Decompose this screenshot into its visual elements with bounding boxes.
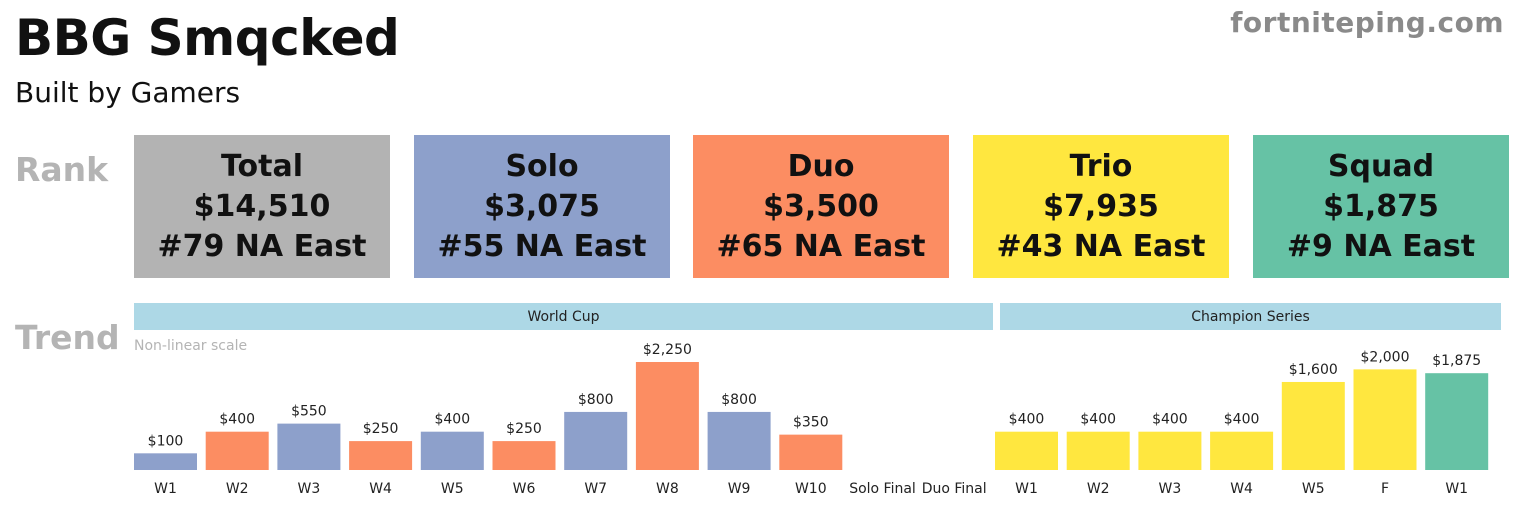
card-solo: Solo $3,075 #55 NA East: [414, 135, 670, 278]
bar: [277, 423, 341, 470]
bar-value-label: $800: [578, 392, 614, 408]
x-tick-label: W10: [795, 481, 827, 497]
x-tick-label: W4: [369, 481, 392, 497]
bar-value-label: $1,600: [1289, 362, 1338, 378]
x-tick-label: W4: [1230, 481, 1253, 497]
card-rank: #79 NA East: [157, 228, 367, 264]
x-tick-label: F: [1381, 481, 1389, 497]
bar: [635, 362, 699, 470]
card-rank: #9 NA East: [1286, 228, 1476, 264]
bar-value-label: $2,250: [643, 342, 692, 358]
card-mode: Total: [221, 148, 303, 184]
bar-value-label: $400: [219, 412, 255, 428]
x-tick-label: W3: [298, 481, 321, 497]
card-mode: Squad: [1327, 148, 1435, 184]
bar: [1281, 381, 1345, 470]
scale-note: Non-linear scale: [134, 338, 248, 354]
card-earnings: $1,875: [1323, 188, 1439, 224]
bar: [349, 441, 413, 470]
site-name: fortniteping.com: [1230, 6, 1504, 39]
bar: [1353, 369, 1417, 470]
bar-value-label: $400: [434, 412, 470, 428]
card-rank: #55 NA East: [437, 228, 647, 264]
card-squad: Squad $1,875 #9 NA East: [1253, 135, 1509, 278]
x-tick-label: W2: [1087, 481, 1110, 497]
bar: [564, 411, 628, 470]
x-tick-label: W6: [513, 481, 536, 497]
bar: [134, 453, 197, 470]
x-tick-label: Solo Final: [849, 481, 916, 497]
bar-value-label: $550: [291, 404, 327, 420]
bar: [1425, 373, 1489, 470]
card-total: Total $14,510 #79 NA East: [134, 135, 390, 278]
x-tick-label: W1: [154, 481, 177, 497]
card-rank: #43 NA East: [996, 228, 1206, 264]
card-earnings: $3,500: [763, 188, 879, 224]
bar-value-label: $1,875: [1432, 353, 1481, 369]
x-tick-label: W9: [728, 481, 751, 497]
x-tick-label: W5: [441, 481, 464, 497]
x-tick-label: W1: [1015, 481, 1038, 497]
tagline: Built by Gamers: [15, 76, 241, 109]
group-world-cup: World Cup: [134, 303, 993, 330]
x-tick-label: W8: [656, 481, 679, 497]
x-tick-label: W2: [226, 481, 249, 497]
bar-value-label: $100: [148, 433, 184, 449]
bar-value-label: $800: [721, 392, 757, 408]
rank-label: Rank: [15, 150, 109, 189]
card-duo: Duo $3,500 #65 NA East: [693, 135, 949, 278]
bar-value-label: $250: [506, 421, 542, 437]
bar-value-label: $2,000: [1361, 349, 1410, 365]
card-earnings: $14,510: [193, 188, 331, 224]
trend-label: Trend: [15, 318, 120, 357]
bar-value-label: $350: [793, 415, 829, 431]
bar: [707, 411, 771, 470]
card-rank: #65 NA East: [716, 228, 926, 264]
bar: [1210, 431, 1274, 470]
bar: [420, 431, 484, 470]
x-tick-label: W1: [1445, 481, 1468, 497]
card-mode: Trio: [1069, 148, 1133, 184]
bar: [995, 431, 1058, 470]
x-tick-label: W7: [584, 481, 607, 497]
bar-value-label: $400: [1152, 412, 1188, 428]
card-earnings: $3,075: [484, 188, 600, 224]
bar: [779, 434, 843, 470]
x-tick-label: W5: [1302, 481, 1325, 497]
card-trio: Trio $7,935 #43 NA East: [973, 135, 1229, 278]
bar-value-label: $400: [1224, 412, 1260, 428]
card-earnings: $7,935: [1043, 188, 1159, 224]
bar: [1138, 431, 1202, 470]
x-tick-label: Duo Final: [922, 481, 987, 497]
card-mode: Solo: [505, 148, 579, 184]
bar: [1066, 431, 1130, 470]
player-name: BBG Smqcked: [15, 9, 400, 67]
bar-value-label: $400: [1080, 412, 1116, 428]
bar: [205, 431, 269, 470]
x-tick-label: W3: [1159, 481, 1182, 497]
card-mode: Duo: [787, 148, 855, 184]
bar-value-label: $250: [363, 421, 399, 437]
group-champion-series: Champion Series: [1000, 303, 1501, 330]
bar: [492, 441, 556, 470]
bar-value-label: $400: [1009, 412, 1045, 428]
